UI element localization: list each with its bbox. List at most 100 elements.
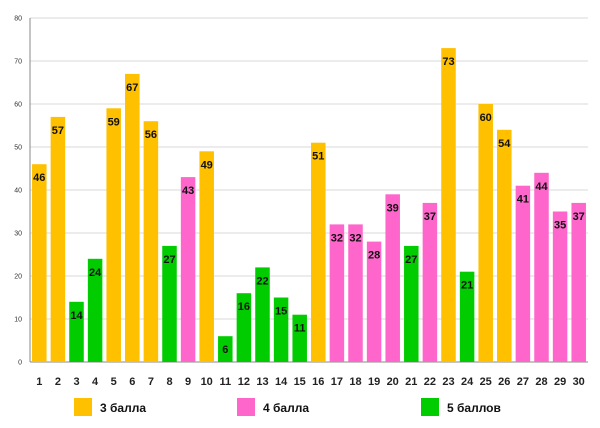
bar (69, 301, 84, 362)
data-label: 32 (349, 232, 361, 244)
data-label: 49 (201, 159, 213, 171)
bar (404, 245, 419, 362)
bar (311, 142, 326, 362)
bar (329, 224, 345, 362)
data-labels: 46 57 14 24 59 67 56 27 43 49 6 16 22 15 11 51 32 32 28 39 2… (33, 56, 585, 356)
bar (459, 271, 475, 362)
bar (422, 202, 438, 362)
bar (292, 314, 307, 362)
bar (497, 129, 512, 362)
x-tick-label: 16 (312, 376, 324, 388)
data-label: 54 (498, 138, 511, 150)
x-tick-label: 11 (219, 376, 231, 388)
data-label: 22 (256, 275, 268, 287)
data-label: 73 (442, 56, 454, 68)
legend-label: 3 балла (100, 401, 146, 415)
data-label: 67 (126, 82, 138, 94)
bar (515, 185, 531, 362)
x-tick-label: 14 (275, 376, 288, 388)
data-label: 32 (331, 232, 343, 244)
x-tick-label: 26 (498, 376, 510, 388)
data-label: 37 (424, 211, 436, 223)
x-tick-label: 7 (148, 376, 154, 388)
x-tick-label: 10 (201, 376, 213, 388)
y-tick-label: 20 (14, 274, 22, 281)
data-label: 51 (312, 151, 324, 163)
bar (366, 241, 382, 362)
x-tick-label: 24 (461, 376, 474, 388)
data-label: 28 (368, 250, 380, 262)
bar (50, 116, 66, 363)
x-tick-label: 17 (331, 376, 343, 388)
y-tick-label: 50 (14, 145, 22, 152)
legend-swatch (237, 398, 255, 416)
bars (32, 48, 586, 363)
data-label: 35 (554, 220, 566, 232)
gridlines (30, 17, 588, 363)
data-label: 39 (387, 202, 399, 214)
data-label: 41 (517, 194, 529, 206)
y-tick-label: 30 (14, 231, 22, 238)
data-label: 15 (275, 306, 287, 318)
data-label: 6 (222, 344, 228, 356)
data-label: 21 (461, 280, 473, 292)
x-tick-label: 30 (573, 376, 585, 388)
x-tick-label: 27 (517, 376, 529, 388)
legend-label: 5 баллов (447, 401, 501, 415)
x-tick-label: 8 (166, 376, 172, 388)
data-label: 60 (480, 112, 492, 124)
bar (571, 202, 586, 362)
x-tick-label: 18 (349, 376, 361, 388)
bar (385, 194, 400, 362)
data-label: 24 (89, 267, 102, 279)
bar (32, 164, 47, 362)
data-label: 44 (535, 181, 548, 193)
bar (236, 293, 252, 362)
data-label: 46 (33, 172, 45, 184)
y-tick-label: 60 (14, 102, 22, 109)
data-label: 27 (405, 254, 417, 266)
y-tick-label: 10 (14, 317, 22, 324)
bar (218, 336, 233, 362)
x-tick-label: 23 (442, 376, 454, 388)
x-axis: 1 2 3 4 5 6 7 8 9 10 11 12 13 14 15 16 17 18 19 20 21 22 23 24 2… (36, 376, 585, 388)
x-tick-label: 5 (111, 376, 117, 388)
legend-label: 4 балла (263, 401, 309, 415)
x-tick-label: 21 (405, 376, 417, 388)
data-label: 16 (238, 301, 250, 313)
x-tick-label: 19 (368, 376, 380, 388)
data-label: 43 (182, 185, 194, 197)
data-label: 37 (573, 211, 585, 223)
bar (441, 48, 456, 362)
data-label: 57 (52, 125, 64, 137)
y-axis: 0 10 20 30 40 50 60 70 80 (14, 16, 31, 367)
x-tick-label: 4 (92, 376, 99, 388)
bar (534, 172, 549, 362)
x-tick-label: 3 (73, 376, 79, 388)
data-label: 11 (294, 323, 306, 335)
bar (273, 297, 289, 362)
bar (478, 104, 493, 362)
x-tick-label: 13 (256, 376, 268, 388)
bar (87, 258, 103, 362)
x-tick-label: 2 (55, 376, 61, 388)
bar (143, 121, 159, 362)
x-tick-label: 9 (185, 376, 191, 388)
legend: 3 балла 4 балла 5 баллов (74, 398, 501, 416)
bar (180, 177, 196, 362)
data-label: 27 (163, 254, 175, 266)
bar (125, 73, 140, 363)
x-tick-label: 28 (535, 376, 547, 388)
x-tick-label: 29 (554, 376, 566, 388)
legend-swatch (421, 398, 439, 416)
legend-swatch (74, 398, 92, 416)
y-tick-label: 80 (14, 16, 22, 23)
bar (199, 151, 214, 362)
bar (348, 224, 363, 362)
x-tick-label: 12 (238, 376, 250, 388)
data-label: 56 (145, 129, 157, 141)
x-tick-label: 15 (294, 376, 306, 388)
x-tick-label: 22 (424, 376, 436, 388)
y-tick-label: 0 (18, 360, 22, 367)
